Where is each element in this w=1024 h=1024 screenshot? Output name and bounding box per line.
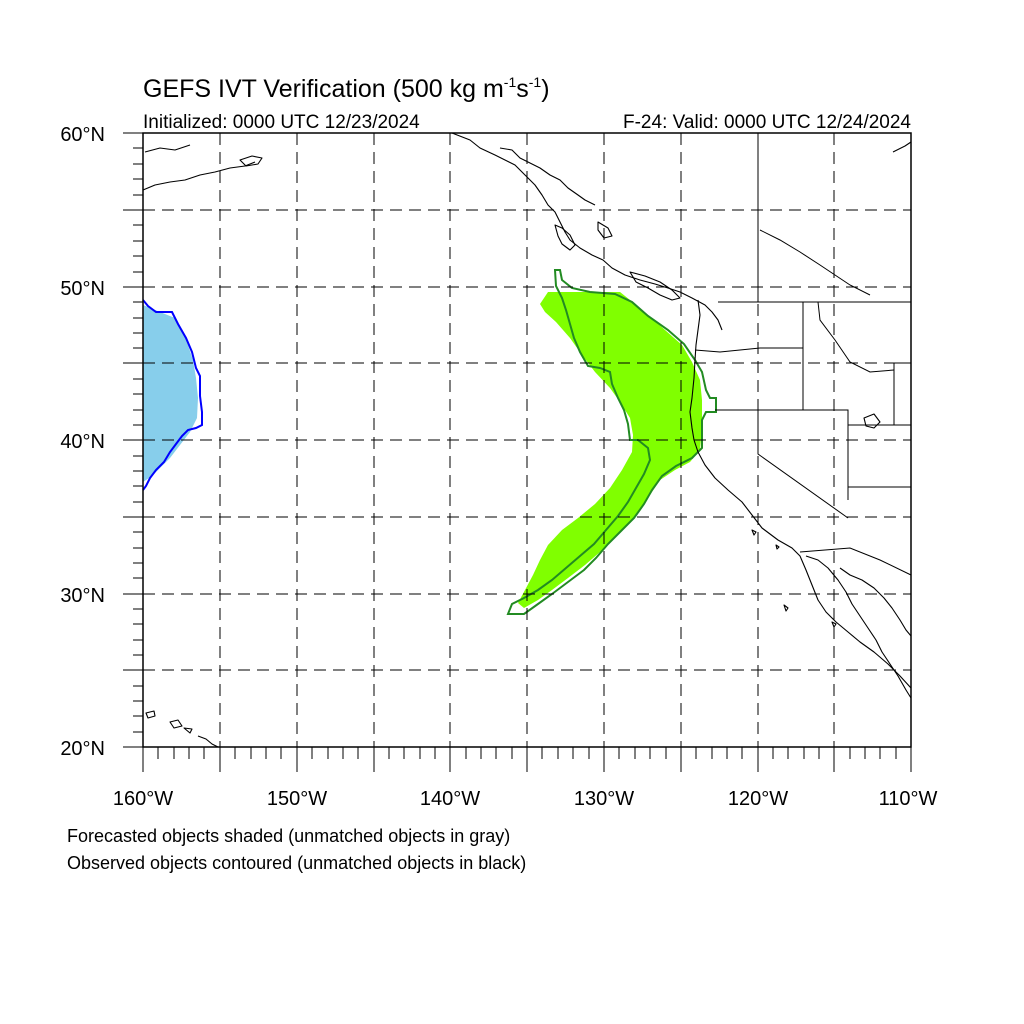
- lat-label-30n: 30°N: [60, 585, 105, 607]
- lat-label-40n: 40°N: [60, 431, 105, 453]
- legend-forecast-note: Forecasted objects shaded (unmatched obj…: [67, 826, 510, 846]
- init-time-label: Initialized: 0000 UTC 12/23/2024: [143, 112, 420, 133]
- coastline-baja: [805, 555, 912, 699]
- axis-ticks: [123, 132, 912, 772]
- figure-title: GEFS IVT Verification (500 kg m-1s-1): [143, 74, 550, 103]
- observed-object-blue-contour: [142, 299, 203, 491]
- longitude-labels: 160°W 150°W 140°W 130°W 120°W 110°W: [113, 788, 938, 810]
- lon-label-110w: 110°W: [879, 788, 938, 810]
- lat-label-20n: 20°N: [60, 738, 105, 760]
- lon-label-130w: 130°W: [574, 788, 634, 810]
- coastline-us-west: [689, 299, 912, 689]
- forecast-object-green: [518, 292, 702, 608]
- coastlines: [142, 132, 912, 748]
- lon-label-140w: 140°W: [420, 788, 480, 810]
- lat-label-50n: 50°N: [60, 278, 105, 300]
- valid-time-label: F-24: Valid: 0000 UTC 12/24/2024: [623, 112, 911, 133]
- lon-label-160w: 160°W: [113, 788, 173, 810]
- lat-label-60n: 60°N: [60, 124, 105, 146]
- map-panel: [142, 132, 912, 748]
- political-borders: [694, 133, 912, 576]
- forecast-object-blue: [143, 305, 198, 482]
- observed-object-green-contour: [506, 269, 717, 615]
- latitude-labels: 60°N 50°N 40°N 30°N 20°N: [60, 124, 105, 760]
- hawaii-islands: [145, 710, 156, 719]
- graticule: [143, 133, 911, 747]
- lon-label-150w: 150°W: [267, 788, 327, 810]
- lon-label-120w: 120°W: [728, 788, 788, 810]
- legend-observed-note: Observed objects contoured (unmatched ob…: [67, 853, 526, 873]
